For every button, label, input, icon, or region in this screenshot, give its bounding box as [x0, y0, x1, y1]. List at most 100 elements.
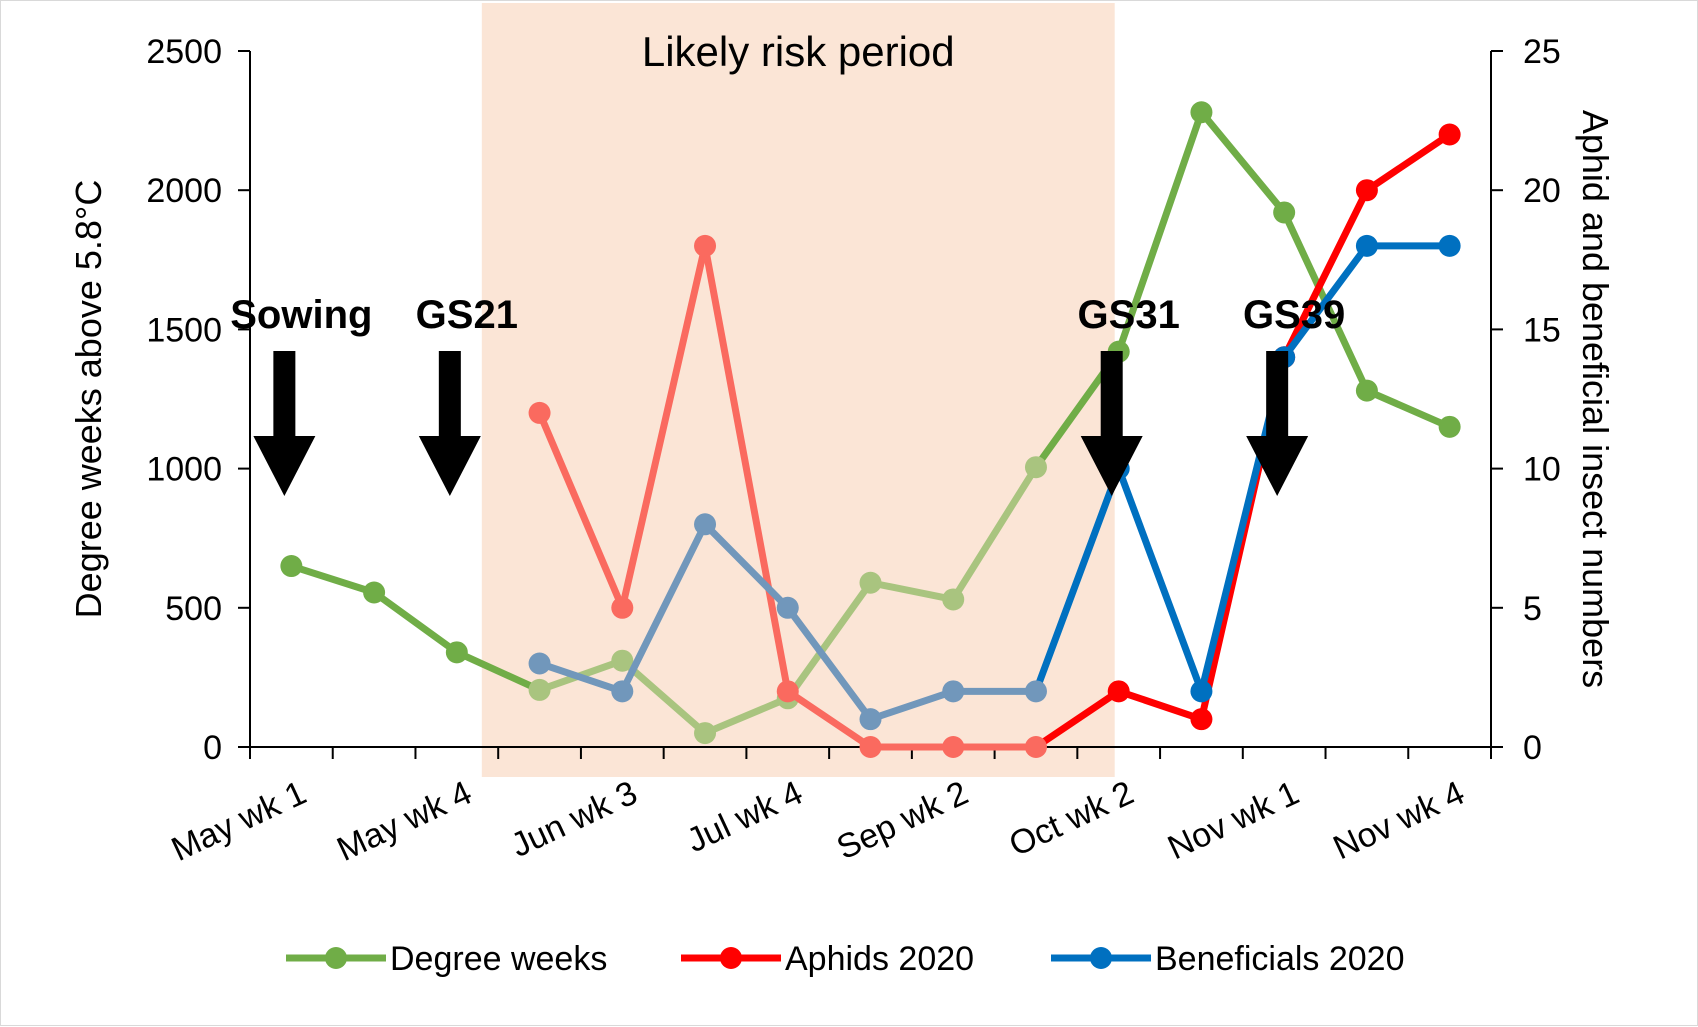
beneficials-2020-point: [694, 513, 717, 536]
risk-period-band: [481, 3, 1115, 777]
aphids-2020-segment: [1115, 687, 1205, 723]
series-degree-weeks: [280, 101, 1461, 745]
beneficials-2020-point: [1190, 680, 1213, 703]
aphids-2020-point: [528, 401, 551, 424]
down-arrow-icon: [253, 351, 316, 496]
y2-tick-label: 10: [1523, 451, 1561, 489]
degree-weeks-point: [942, 588, 965, 611]
aphids-2020-point: [1438, 123, 1461, 146]
degree-weeks-segment: [287, 562, 378, 596]
y-tick-label: 0: [203, 729, 222, 767]
stage-label-sowing: Sowing: [230, 293, 372, 337]
beneficials-2020-point: [1024, 680, 1047, 703]
legend-label: Beneficials 2020: [1155, 940, 1405, 978]
stage-label-gs21: GS21: [416, 293, 518, 337]
aphids-2020-segment: [536, 409, 626, 612]
degree-weeks-segment: [949, 463, 1040, 603]
x-tick-label: Jul wk 4: [681, 774, 808, 860]
degree-weeks-segment: [1115, 108, 1205, 356]
y2-tick-label: 5: [1523, 590, 1542, 628]
stage-label-gs39: GS39: [1243, 293, 1345, 337]
legend-swatch-marker: [325, 947, 347, 969]
down-arrow-icon: [1246, 351, 1309, 496]
aphids-2020-segment: [618, 242, 709, 612]
beneficials-2020-segment: [1280, 242, 1371, 361]
degree-weeks-point: [528, 678, 551, 701]
x-tick-label: May wk 4: [331, 774, 477, 869]
beneficials-2020-segment: [784, 604, 874, 723]
degree-weeks-point: [445, 641, 468, 664]
risk-period-label: Likely risk period: [642, 28, 955, 75]
beneficials-2020-point: [859, 708, 882, 731]
legend-item-beneficials-2020: Beneficials 2020: [1051, 940, 1405, 978]
down-arrow-icon: [418, 351, 481, 496]
beneficials-2020-segment: [1032, 465, 1123, 695]
legend-label: Degree weeks: [390, 940, 607, 978]
aphids-2020-segment: [1280, 186, 1371, 361]
degree-weeks-point: [859, 571, 882, 594]
beneficials-2020-segment: [701, 520, 792, 612]
y2-tick-label: 20: [1523, 172, 1561, 210]
y2-tick-label: 0: [1523, 729, 1542, 767]
x-tick-label: Nov wk 4: [1328, 774, 1471, 868]
aphids-2020-point: [611, 596, 634, 619]
degree-weeks-point: [1438, 415, 1461, 438]
y-axis-title: Degree weeks above 5.8°C: [68, 180, 109, 619]
beneficials-2020-point: [942, 680, 965, 703]
degree-weeks-point: [611, 649, 634, 672]
y2-tick-label: 25: [1523, 33, 1561, 71]
stage-label-gs31: GS31: [1078, 293, 1180, 337]
aphids-2020-segment: [1363, 131, 1454, 194]
y2-tick-label: 15: [1523, 311, 1561, 349]
aphids-2020-segment: [784, 687, 874, 751]
aphids-2020-segment: [1032, 687, 1123, 751]
beneficials-2020-point: [776, 596, 799, 619]
degree-weeks-segment: [1197, 108, 1288, 216]
degree-weeks-segment: [1363, 387, 1454, 431]
aphids-2020-point: [1355, 179, 1378, 202]
x-tick-label: May wk 1: [166, 774, 312, 869]
x-tick-label: Jun wk 3: [505, 774, 643, 865]
degree-weeks-point: [1190, 101, 1213, 124]
series-layer: [280, 101, 1461, 758]
aphids-2020-segment: [701, 242, 792, 695]
degree-weeks-point: [694, 722, 717, 745]
down-arrow-icon: [1080, 351, 1143, 496]
aphids-2020-point: [776, 680, 799, 703]
degree-weeks-point: [1024, 456, 1047, 479]
beneficials-2020-segment: [1115, 465, 1205, 695]
beneficials-2020-segment: [618, 520, 709, 695]
aphids-2020-point: [1024, 736, 1047, 758]
degree-weeks-segment: [784, 579, 874, 702]
degree-weeks-point: [280, 555, 303, 578]
y-tick-label: 2000: [146, 172, 222, 210]
y-tick-label: 1000: [146, 451, 222, 489]
beneficials-2020-point: [528, 652, 551, 675]
legend: Degree weeks Aphids 2020 Beneficials 2020: [286, 940, 1405, 978]
legend-swatch-marker: [720, 947, 742, 969]
legend-item-degree-weeks: Degree weeks: [286, 940, 607, 978]
beneficials-2020-segment: [867, 687, 957, 723]
degree-weeks-segment: [370, 588, 461, 656]
degree-weeks-point: [1273, 201, 1296, 224]
aphids-2020-point: [942, 736, 965, 758]
beneficials-2020-point: [611, 680, 634, 703]
beneficials-2020-segment: [536, 659, 626, 695]
legend-item-aphids-2020: Aphids 2020: [681, 940, 974, 978]
x-tick-label: Oct wk 2: [1003, 774, 1139, 864]
legend-swatch-marker: [1090, 947, 1112, 969]
degree-weeks-segment: [867, 579, 957, 603]
x-tick-label: Sep wk 2: [831, 774, 974, 868]
x-tick-label: Nov wk 1: [1162, 774, 1305, 868]
risk-period-layer: [481, 3, 1115, 777]
aphids-2020-point: [1190, 708, 1213, 731]
y2-axis-title: Aphid and beneficial insect numbers: [1575, 110, 1616, 688]
aphids-2020-point: [859, 736, 882, 758]
degree-weeks-segment: [453, 648, 544, 694]
aphids-2020-point: [1107, 680, 1130, 703]
aphids-2020-point: [694, 234, 717, 257]
degree-weeks-segment: [701, 694, 792, 737]
degree-weeks-point: [1355, 379, 1378, 402]
